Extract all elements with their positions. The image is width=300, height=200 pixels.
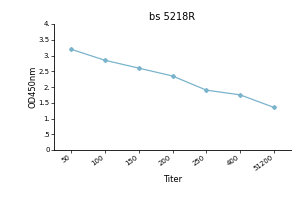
X-axis label: Titer: Titer — [163, 175, 182, 184]
Y-axis label: OD450nm: OD450nm — [28, 66, 37, 108]
Title: bs 5218R: bs 5218R — [149, 12, 196, 22]
